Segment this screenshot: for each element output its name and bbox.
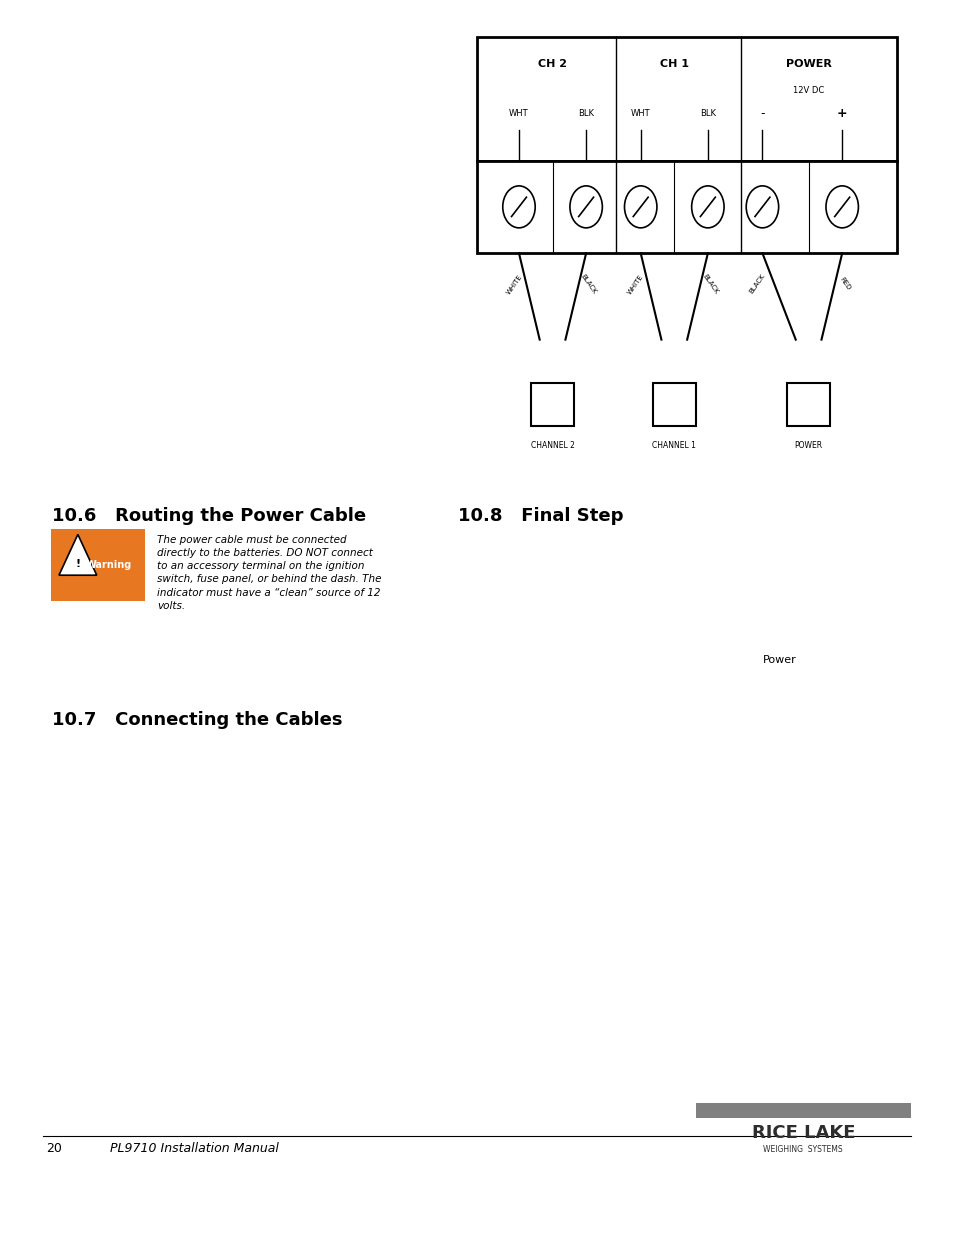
Text: CH 1: CH 1 bbox=[659, 59, 688, 69]
Text: WHT: WHT bbox=[509, 109, 528, 119]
Bar bbox=[696, 1103, 910, 1118]
Text: -: - bbox=[760, 107, 764, 120]
Text: The power cable must be connected
directly to the batteries. DO NOT connect
to a: The power cable must be connected direct… bbox=[157, 535, 381, 611]
Text: Warning: Warning bbox=[86, 559, 132, 571]
Text: BLACK: BLACK bbox=[701, 273, 719, 295]
Circle shape bbox=[745, 186, 778, 227]
Text: POWER: POWER bbox=[785, 59, 831, 69]
Text: CHANNEL 2: CHANNEL 2 bbox=[530, 441, 574, 450]
Circle shape bbox=[569, 186, 601, 227]
Text: 10.6   Routing the Power Cable: 10.6 Routing the Power Cable bbox=[52, 506, 366, 525]
Text: POWER: POWER bbox=[794, 441, 821, 450]
Polygon shape bbox=[59, 535, 96, 576]
Text: !: ! bbox=[75, 559, 80, 569]
Text: 20: 20 bbox=[46, 1142, 62, 1156]
FancyBboxPatch shape bbox=[51, 529, 145, 601]
Text: BLACK: BLACK bbox=[579, 273, 598, 295]
Text: PL9710 Installation Manual: PL9710 Installation Manual bbox=[110, 1142, 278, 1156]
Text: BLK: BLK bbox=[700, 109, 715, 119]
Text: 10.8   Final Step: 10.8 Final Step bbox=[457, 506, 622, 525]
Circle shape bbox=[624, 186, 657, 227]
Text: CH 2: CH 2 bbox=[537, 59, 566, 69]
Text: Power: Power bbox=[762, 655, 796, 664]
Circle shape bbox=[502, 186, 535, 227]
Text: RICE LAKE: RICE LAKE bbox=[751, 1124, 854, 1142]
Circle shape bbox=[691, 186, 723, 227]
Text: CHANNEL 1: CHANNEL 1 bbox=[652, 441, 696, 450]
Text: RED: RED bbox=[838, 277, 851, 291]
Text: 10.7   Connecting the Cables: 10.7 Connecting the Cables bbox=[52, 710, 343, 729]
Text: +: + bbox=[836, 107, 846, 120]
Text: WHITE: WHITE bbox=[505, 273, 522, 295]
Text: WHT: WHT bbox=[630, 109, 650, 119]
Bar bbox=[652, 383, 695, 426]
Bar bbox=[476, 37, 896, 161]
Bar bbox=[531, 383, 574, 426]
Circle shape bbox=[825, 186, 858, 227]
Text: 12V DC: 12V DC bbox=[792, 86, 823, 95]
Bar bbox=[476, 161, 896, 253]
Text: BLACK: BLACK bbox=[748, 273, 766, 295]
Bar bbox=[786, 383, 829, 426]
Text: BLK: BLK bbox=[578, 109, 594, 119]
Text: WHITE: WHITE bbox=[626, 273, 644, 295]
Text: WEIGHING  SYSTEMS: WEIGHING SYSTEMS bbox=[762, 1145, 842, 1153]
